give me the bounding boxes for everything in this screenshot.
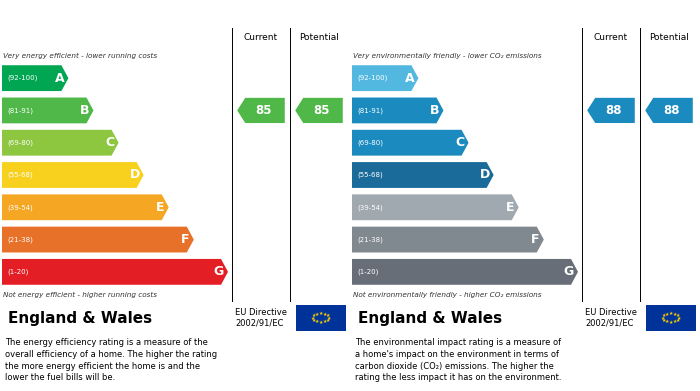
- Text: (92-100): (92-100): [357, 75, 387, 81]
- Text: (55-68): (55-68): [357, 172, 383, 178]
- Text: (21-38): (21-38): [357, 236, 383, 243]
- Polygon shape: [2, 227, 194, 253]
- Text: Current: Current: [594, 34, 628, 43]
- Polygon shape: [2, 259, 228, 285]
- Text: A: A: [405, 72, 414, 84]
- Text: D: D: [480, 169, 489, 181]
- Text: (39-54): (39-54): [357, 204, 383, 210]
- Text: C: C: [106, 136, 115, 149]
- Polygon shape: [2, 162, 143, 188]
- Text: EU Directive
2002/91/EC: EU Directive 2002/91/EC: [235, 308, 287, 328]
- Text: (81-91): (81-91): [7, 107, 33, 114]
- Text: E: E: [506, 201, 514, 214]
- Text: (92-100): (92-100): [7, 75, 37, 81]
- Polygon shape: [587, 98, 635, 123]
- Text: ★: ★: [323, 312, 327, 317]
- Polygon shape: [352, 65, 419, 91]
- Text: B: B: [80, 104, 90, 117]
- Text: (21-38): (21-38): [7, 236, 33, 243]
- Text: ★: ★: [315, 312, 319, 317]
- Text: 88: 88: [605, 104, 622, 117]
- Text: (1-20): (1-20): [357, 269, 379, 275]
- Text: G: G: [214, 265, 224, 278]
- Text: ★: ★: [318, 312, 323, 316]
- Polygon shape: [2, 97, 94, 123]
- Polygon shape: [352, 162, 494, 188]
- Text: Not environmentally friendly - higher CO₂ emissions: Not environmentally friendly - higher CO…: [353, 292, 542, 298]
- Text: G: G: [564, 265, 574, 278]
- Text: 85: 85: [255, 104, 272, 117]
- Text: 85: 85: [313, 104, 329, 117]
- Text: B: B: [430, 104, 440, 117]
- Text: England & Wales: England & Wales: [8, 310, 152, 325]
- Text: (39-54): (39-54): [7, 204, 33, 210]
- Polygon shape: [352, 130, 468, 156]
- Polygon shape: [2, 65, 69, 91]
- Text: ★: ★: [673, 312, 677, 317]
- Polygon shape: [352, 259, 578, 285]
- Text: ★: ★: [676, 314, 680, 319]
- Polygon shape: [645, 98, 693, 123]
- Text: E: E: [156, 201, 164, 214]
- Text: ★: ★: [311, 316, 316, 321]
- Text: ★: ★: [326, 314, 330, 319]
- Text: ★: ★: [312, 317, 316, 323]
- Text: ★: ★: [662, 314, 666, 319]
- Text: ★: ★: [665, 312, 669, 317]
- Text: ★: ★: [677, 316, 681, 321]
- Text: England & Wales: England & Wales: [358, 310, 502, 325]
- Polygon shape: [2, 194, 169, 220]
- Text: ★: ★: [323, 319, 327, 324]
- Text: EU Directive
2002/91/EC: EU Directive 2002/91/EC: [585, 308, 637, 328]
- Text: Potential: Potential: [649, 34, 689, 43]
- Text: D: D: [130, 169, 139, 181]
- Text: Potential: Potential: [299, 34, 339, 43]
- Text: (69-80): (69-80): [7, 140, 33, 146]
- Text: (1-20): (1-20): [7, 269, 29, 275]
- Polygon shape: [2, 130, 118, 156]
- Text: ★: ★: [662, 317, 666, 323]
- Text: Very energy efficient - lower running costs: Very energy efficient - lower running co…: [3, 53, 157, 59]
- Text: ★: ★: [665, 319, 669, 324]
- Polygon shape: [295, 98, 343, 123]
- Polygon shape: [352, 97, 444, 123]
- Text: ★: ★: [318, 319, 323, 325]
- Text: Current: Current: [244, 34, 278, 43]
- FancyBboxPatch shape: [646, 305, 696, 331]
- Text: The environmental impact rating is a measure of
a home's impact on the environme: The environmental impact rating is a mea…: [355, 338, 561, 382]
- Text: ★: ★: [315, 319, 319, 324]
- Text: C: C: [456, 136, 465, 149]
- Text: ★: ★: [312, 314, 316, 319]
- Text: Very environmentally friendly - lower CO₂ emissions: Very environmentally friendly - lower CO…: [353, 53, 542, 59]
- Text: Energy Efficiency Rating: Energy Efficiency Rating: [8, 7, 172, 20]
- Text: ★: ★: [673, 319, 677, 324]
- FancyBboxPatch shape: [296, 305, 346, 331]
- Text: ★: ★: [676, 317, 680, 323]
- Text: ★: ★: [668, 319, 673, 325]
- Text: (81-91): (81-91): [357, 107, 383, 114]
- Text: ★: ★: [661, 316, 666, 321]
- Text: 88: 88: [663, 104, 679, 117]
- Polygon shape: [237, 98, 285, 123]
- Text: ★: ★: [668, 312, 673, 316]
- Polygon shape: [352, 227, 544, 253]
- Text: Environmental Impact (CO₂) Rating: Environmental Impact (CO₂) Rating: [358, 7, 591, 20]
- Text: ★: ★: [327, 316, 331, 321]
- Text: The energy efficiency rating is a measure of the
overall efficiency of a home. T: The energy efficiency rating is a measur…: [5, 338, 217, 382]
- Text: (55-68): (55-68): [7, 172, 33, 178]
- Text: Not energy efficient - higher running costs: Not energy efficient - higher running co…: [3, 292, 157, 298]
- Polygon shape: [352, 194, 519, 220]
- Text: F: F: [531, 233, 540, 246]
- Text: F: F: [181, 233, 190, 246]
- Text: (69-80): (69-80): [357, 140, 383, 146]
- Text: A: A: [55, 72, 64, 84]
- Text: ★: ★: [326, 317, 330, 323]
